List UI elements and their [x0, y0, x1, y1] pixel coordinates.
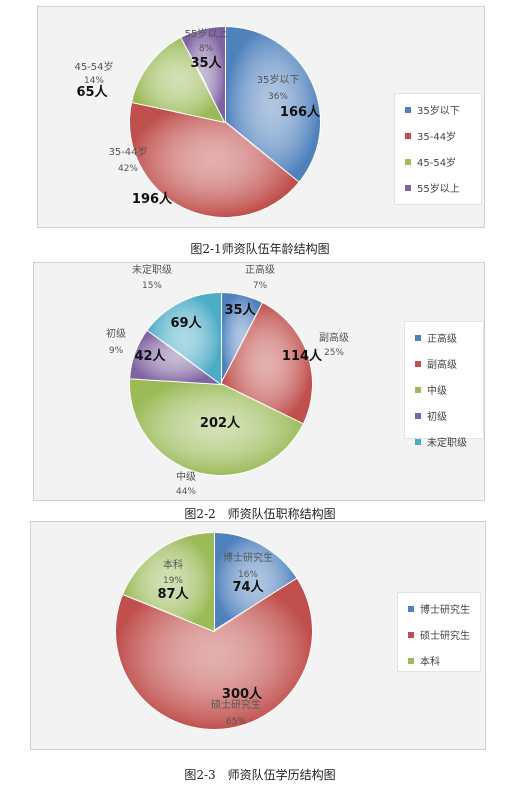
legend-swatch: [405, 106, 411, 113]
pie-slice-shade: [181, 27, 225, 122]
legend-item: 初级: [415, 408, 473, 423]
age-pie-svg: 35岁以下 36% 166人 35-44岁 42% 196人 45-54岁 14%65人 55岁…: [74, 25, 321, 218]
legend-item: 45-54岁: [405, 154, 471, 169]
slice-percent-label: 9%: [109, 346, 124, 356]
figure-caption: 图2-1师资队伍年龄结构图: [190, 242, 330, 256]
slice-count-label: 42人: [134, 348, 166, 364]
slice-name-label: 本科: [163, 558, 183, 571]
slice-count-label: 202人: [200, 415, 241, 431]
slice-name-label: 硕士研究生: [211, 698, 261, 711]
slice-name-label: 副高级: [319, 331, 349, 344]
legend-item: 55岁以上: [405, 180, 471, 195]
education-legend: 博士研究生 硕士研究生 本科: [397, 592, 481, 672]
legend-item: 本科: [408, 653, 470, 668]
pie-slice-shade: [225, 27, 321, 183]
slice-count-label: 196人: [132, 191, 173, 207]
slice-count-label: 74人: [232, 579, 264, 595]
legend-item: 中级: [415, 382, 473, 397]
legend-swatch: [415, 360, 421, 367]
education-structure-chart: 博士研究生 16% 74人硕士研究生 65% 300人 本科 19% 87人 博士研究生 硕士…: [30, 521, 486, 750]
slice-percent-label: 8%: [199, 44, 214, 54]
legend-swatch: [415, 412, 421, 419]
pie-slice-shade: [147, 293, 221, 384]
slice-name-label: 未定职级: [132, 263, 172, 276]
slice-name-label: 博士研究生: [223, 551, 273, 564]
age-structure-chart: 35岁以下 36% 166人 35-44岁 42% 196人 45-54岁 14% 65人 55岁…: [37, 6, 485, 228]
slice-percent-label: 7%: [253, 281, 268, 291]
pie-slice-shade: [214, 533, 297, 631]
legend-swatch: [415, 386, 421, 393]
slice-percent-label: 65%: [226, 717, 246, 727]
slice-percent-label: 19%: [163, 576, 183, 586]
legend-swatch: [415, 334, 421, 341]
legend-swatch: [415, 438, 421, 445]
pie-slice-shade: [130, 102, 299, 218]
legend-label: 55岁以上: [417, 184, 460, 195]
slice-percent-label: 14%: [84, 76, 104, 86]
slice-name-label: 初级: [106, 327, 126, 340]
legend-label: 35-44岁: [417, 132, 457, 143]
legend-label: 45-54岁: [417, 158, 457, 169]
age-legend: 35岁以下 35-44岁 45-54岁 55岁以上: [394, 93, 482, 205]
legend-item: 35岁以下: [405, 102, 471, 117]
legend-swatch: [408, 657, 414, 664]
legend-swatch: [405, 158, 411, 165]
slice-name-label: 正高级: [245, 263, 275, 276]
slice-name-label: 35-44岁: [108, 145, 147, 158]
pie-slice-shade: [132, 37, 225, 122]
legend-label: 未定职级: [427, 438, 467, 449]
slice-percent-label: 36%: [268, 92, 288, 102]
slice-count-label: 65人: [76, 84, 108, 100]
legend-label: 硕士研究生: [420, 631, 470, 642]
pie-slice-shade: [115, 578, 312, 729]
pie-slice-shade: [221, 293, 263, 384]
slice-count-label: 114人: [282, 348, 323, 364]
slice-name-label: 35岁以下: [257, 73, 300, 86]
legend-label: 中级: [427, 386, 447, 397]
slice-percent-label: 16%: [238, 570, 258, 580]
slice-count-label: 35人: [190, 55, 222, 71]
legend-item: 35-44岁: [405, 128, 471, 143]
legend-label: 副高级: [427, 360, 457, 371]
slice-count-label: 69人: [170, 315, 202, 331]
legend-swatch: [405, 132, 411, 139]
legend-swatch: [405, 184, 411, 191]
legend-item: 博士研究生: [408, 601, 470, 616]
legend-label: 35岁以下: [417, 106, 460, 117]
legend-item: 副高级: [415, 356, 473, 371]
slice-count-label: 87人: [157, 586, 189, 602]
slice-count-label: 166人: [280, 104, 321, 120]
pie-slice-shade: [123, 533, 214, 631]
slice-count-label: 35人: [224, 302, 256, 318]
legend-label: 本科: [420, 657, 440, 668]
pie-slice-shade: [130, 330, 221, 384]
legend-swatch: [408, 605, 414, 612]
title-legend: 正高级 副高级 中级 初级 未定职级: [404, 321, 484, 449]
legend-swatch: [408, 631, 414, 638]
title-structure-chart: 正高级 7% 35人 副高级 25% 114人 中级 44% 202人 初级 9% 42人 未定职级 15…: [33, 262, 485, 501]
slice-percent-label: 25%: [324, 348, 344, 358]
legend-label: 初级: [427, 412, 447, 423]
slice-name-label: 55岁以上: [185, 27, 228, 40]
slice-percent-label: 42%: [118, 164, 138, 174]
slice-percent-label: 15%: [142, 281, 162, 291]
legend-label: 博士研究生: [420, 605, 470, 616]
legend-item: 正高级: [415, 330, 473, 345]
pie-slice-shade: [130, 378, 303, 475]
pie-slice-shade: [221, 303, 312, 425]
figure-caption: 图2-3 师资队伍学历结构图: [184, 768, 336, 782]
slice-count-label: 300人: [222, 686, 263, 702]
legend-item: 未定职级: [415, 434, 473, 449]
slice-name-label: 45-54岁: [74, 60, 113, 73]
legend-label: 正高级: [427, 334, 457, 345]
figure-caption: 图2-2 师资队伍职称结构图: [184, 507, 336, 521]
legend-item: 硕士研究生: [408, 627, 470, 642]
slice-name-label: 中级: [176, 470, 196, 483]
slice-percent-label: 44%: [176, 487, 196, 497]
